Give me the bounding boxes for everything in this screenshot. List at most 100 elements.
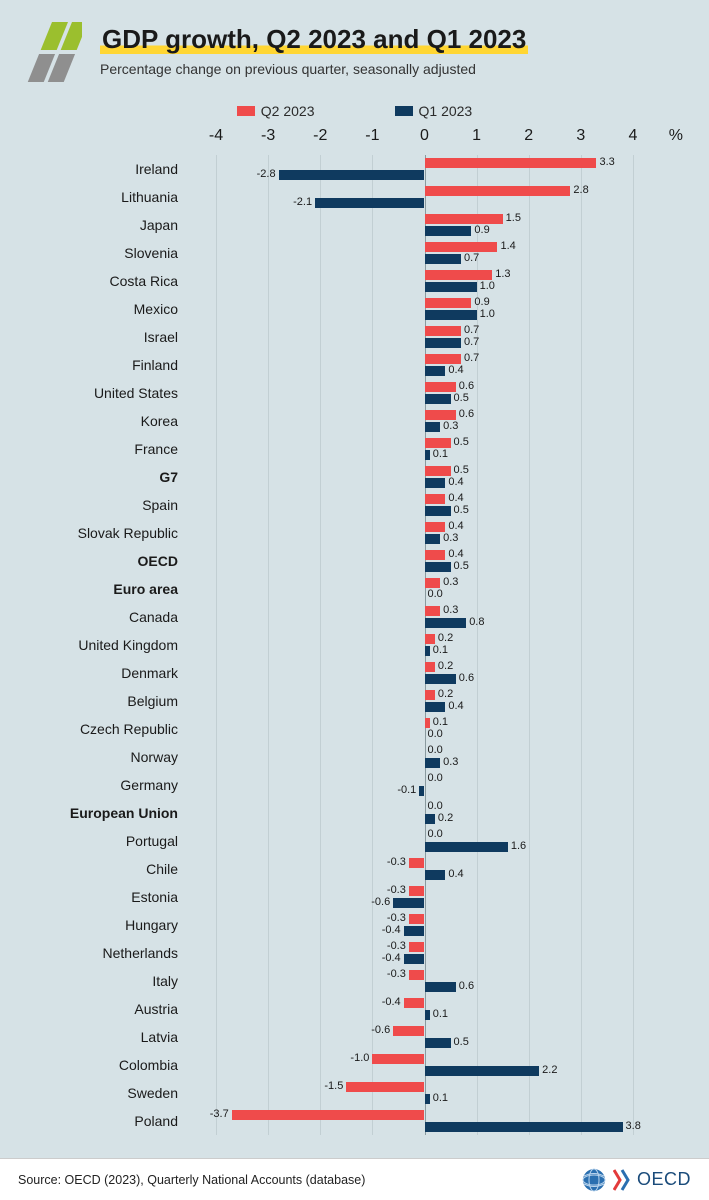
row-label: United Kingdom [20,637,190,653]
bar-q2 [425,298,472,308]
chart-row: Latvia-0.60.5 [20,1023,689,1051]
bar-value: 0.7 [464,324,479,336]
chart-row: Israel0.70.7 [20,323,689,351]
bar-value: 0.6 [459,408,474,420]
bar-value: 0.7 [464,352,479,364]
row-bars: 0.40.3 [190,519,689,547]
source-text: Source: OECD (2023), Quarterly National … [18,1173,365,1187]
row-bars: 0.20.1 [190,631,689,659]
row-label: Korea [20,413,190,429]
row-label: Sweden [20,1085,190,1101]
row-label: Austria [20,1001,190,1017]
row-bars: -1.50.1 [190,1079,689,1107]
footer-brand-text: OECD [637,1169,691,1190]
chart-row: Poland-3.73.8 [20,1107,689,1135]
bar-value: -0.3 [387,856,406,868]
bar-value: 1.6 [511,840,526,852]
bar-q2 [425,242,498,252]
legend-item-q1: Q1 2023 [395,103,473,119]
row-label: OECD [20,553,190,569]
row-bars: 0.00.2 [190,799,689,827]
chart-row: Czech Republic0.10.0 [20,715,689,743]
bar-value: 0.4 [448,548,463,560]
legend: Q2 2023 Q1 2023 [0,103,709,119]
bar-q1 [425,478,446,488]
bar-chart: % -4-3-2-101234 Ireland3.3-2.8Lithuania2… [20,127,689,1135]
bar-q2 [425,466,451,476]
bar-value: 0.0 [428,588,443,600]
row-label: European Union [20,805,190,821]
bar-q1 [425,282,477,292]
bar-q2 [409,942,425,952]
bar-value: 1.4 [500,240,515,252]
bar-q1 [425,338,461,348]
row-bars: 0.20.4 [190,687,689,715]
chart-row: Japan1.50.9 [20,211,689,239]
bar-value: 3.3 [599,156,614,168]
bar-q2 [425,662,435,672]
bar-value: -0.6 [371,896,390,908]
chart-row: France0.50.1 [20,435,689,463]
bar-value: -1.5 [324,1080,343,1092]
bar-q2 [425,354,461,364]
bar-value: -2.8 [257,168,276,180]
bar-value: -3.7 [210,1108,229,1120]
row-label: Costa Rica [20,273,190,289]
row-label: Lithuania [20,189,190,205]
chart-row: G70.50.4 [20,463,689,491]
chart-row: Denmark0.20.6 [20,659,689,687]
bar-q2 [425,186,571,196]
chart-row: Portugal0.01.6 [20,827,689,855]
bar-value: 0.2 [438,660,453,672]
bar-value: 0.3 [443,604,458,616]
bar-value: 0.4 [448,700,463,712]
chart-row: Spain0.40.5 [20,491,689,519]
bar-q2 [425,214,503,224]
bar-value: 0.1 [433,448,448,460]
chart-rows: Ireland3.3-2.8Lithuania2.8-2.1Japan1.50.… [20,155,689,1135]
row-bars: 0.40.5 [190,547,689,575]
bar-value: -0.4 [382,952,401,964]
row-bars: -0.3-0.4 [190,911,689,939]
axis-tick: -1 [365,127,379,145]
row-label: Chile [20,861,190,877]
row-bars: 3.3 -2.8 [190,155,689,183]
row-label: Norway [20,749,190,765]
bar-q2 [425,410,456,420]
chart-row: Mexico0.91.0 [20,295,689,323]
bar-value: 0.0 [428,744,443,756]
bar-q2 [425,578,441,588]
row-label: Ireland [20,161,190,177]
bar-q1 [425,814,435,824]
legend-label-q1: Q1 2023 [419,103,473,119]
chart-title: GDP growth, Q2 2023 and Q1 2023 [100,24,528,54]
chart-row: European Union0.00.2 [20,799,689,827]
bar-q1 [425,1038,451,1048]
bar-value: 0.4 [448,492,463,504]
bar-value: 0.4 [448,364,463,376]
bar-q1 [425,674,456,684]
bar-value: 1.0 [480,308,495,320]
bar-q1 [404,954,425,964]
chart-row: Slovenia1.40.7 [20,239,689,267]
bar-q2 [425,522,446,532]
axis-tick: -4 [209,127,223,145]
row-label: Mexico [20,301,190,317]
bar-value: -0.4 [382,924,401,936]
bar-value: 0.0 [428,728,443,740]
bar-q1 [425,450,430,460]
bar-value: 0.5 [454,464,469,476]
row-bars: -0.30.6 [190,967,689,995]
bar-q1 [393,898,424,908]
row-label: Canada [20,609,190,625]
bar-q2 [409,970,425,980]
bar-q1 [425,366,446,376]
row-bars: 0.50.1 [190,435,689,463]
bar-value: 0.8 [469,616,484,628]
row-label: Belgium [20,693,190,709]
row-bars: -0.30.4 [190,855,689,883]
bar-q1 [425,618,467,628]
chart-row: Costa Rica1.31.0 [20,267,689,295]
bar-value: 1.5 [506,212,521,224]
axis-tick: -2 [313,127,327,145]
